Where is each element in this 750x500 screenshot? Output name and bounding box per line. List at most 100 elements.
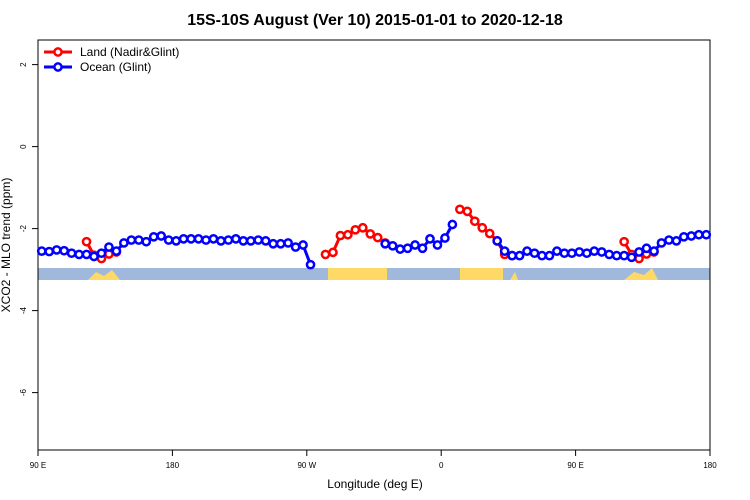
land-block xyxy=(510,272,518,280)
data-point xyxy=(357,222,368,233)
data-point xyxy=(89,251,99,262)
data-point xyxy=(417,243,428,254)
data-point xyxy=(245,236,256,246)
series-line xyxy=(41,223,707,266)
land-block xyxy=(460,268,503,280)
data-point xyxy=(664,235,674,245)
x-tick-label: 90 W xyxy=(297,461,316,470)
data-point xyxy=(133,235,144,245)
data-point xyxy=(387,240,398,251)
data-point xyxy=(372,232,383,243)
data-point xyxy=(335,230,346,241)
y-tick-label: -6 xyxy=(19,388,28,396)
y-tick-label: 0 xyxy=(19,144,28,149)
data-point xyxy=(552,246,562,256)
x-tick-label: 90 E xyxy=(30,461,46,470)
legend-label: Land (Nadir&Glint) xyxy=(80,45,179,59)
data-point xyxy=(223,235,234,245)
x-tick-label: 180 xyxy=(703,461,717,470)
data-point xyxy=(410,240,420,250)
chart-title: 15S-10S August (Ver 10) 2015-01-01 to 20… xyxy=(187,12,563,29)
data-point xyxy=(596,247,607,257)
data-point xyxy=(298,240,308,250)
x-tick-label: 180 xyxy=(166,461,180,470)
data-point xyxy=(171,236,181,246)
data-point xyxy=(231,234,241,244)
land-block xyxy=(88,270,120,280)
data-point xyxy=(455,204,465,215)
legend-label: Ocean (Glint) xyxy=(80,60,151,74)
data-point xyxy=(268,238,279,249)
data-point xyxy=(581,248,592,259)
data-point xyxy=(432,240,443,250)
data-point xyxy=(126,235,137,245)
data-point xyxy=(499,246,510,256)
data-point xyxy=(611,250,622,261)
data-point xyxy=(290,242,301,252)
data-point xyxy=(380,238,391,249)
data-point xyxy=(275,238,286,249)
data-point xyxy=(574,247,585,257)
data-point xyxy=(66,248,77,259)
data-point xyxy=(253,235,264,245)
legend-marker xyxy=(53,47,63,57)
data-point xyxy=(641,243,652,254)
y-axis-label: XCO2 - MLO trend (ppm) xyxy=(0,178,13,313)
x-axis-label: Longitude (deg E) xyxy=(327,477,422,491)
data-point xyxy=(634,247,644,257)
data-point xyxy=(365,229,376,239)
data-point xyxy=(238,236,249,246)
data-point xyxy=(671,236,682,246)
data-point xyxy=(440,233,450,243)
data-point xyxy=(649,246,659,256)
data-point xyxy=(350,224,361,235)
data-point xyxy=(686,231,697,241)
data-point xyxy=(425,234,435,244)
data-point xyxy=(656,238,667,248)
data-point xyxy=(141,236,152,247)
data-point xyxy=(567,248,577,259)
data-point xyxy=(402,243,413,254)
data-point xyxy=(619,236,629,247)
data-point xyxy=(178,234,189,244)
data-point xyxy=(484,228,495,239)
x-tick-label: 0 xyxy=(439,461,444,470)
data-point xyxy=(260,236,271,246)
data-point xyxy=(320,249,331,260)
data-point xyxy=(469,216,480,227)
data-point xyxy=(36,246,47,256)
data-point xyxy=(51,245,62,255)
data-point xyxy=(462,206,473,217)
data-point xyxy=(305,259,316,270)
data-point xyxy=(507,250,517,261)
data-point xyxy=(74,249,84,260)
data-point xyxy=(81,236,92,247)
x-tick-label: 90 E xyxy=(567,461,583,470)
data-point xyxy=(328,247,338,258)
data-point xyxy=(111,246,122,256)
data-point xyxy=(619,250,629,261)
data-point xyxy=(529,248,540,259)
data-point xyxy=(559,248,570,259)
land-block xyxy=(624,268,658,280)
data-point xyxy=(701,229,712,240)
data-point xyxy=(44,246,55,257)
data-point xyxy=(492,236,503,246)
data-point xyxy=(208,234,219,244)
data-point xyxy=(283,238,293,248)
y-tick-label: -4 xyxy=(19,306,28,314)
data-point xyxy=(148,231,159,242)
data-point xyxy=(537,250,547,261)
y-tick-label: -2 xyxy=(19,224,28,232)
data-point xyxy=(693,229,704,240)
data-point xyxy=(626,252,637,263)
y-tick-label: 2 xyxy=(19,62,28,67)
data-point xyxy=(193,234,204,244)
data-point xyxy=(604,249,615,260)
data-point xyxy=(679,231,689,242)
data-point xyxy=(343,229,353,240)
data-point xyxy=(81,249,92,260)
data-point xyxy=(186,234,196,244)
